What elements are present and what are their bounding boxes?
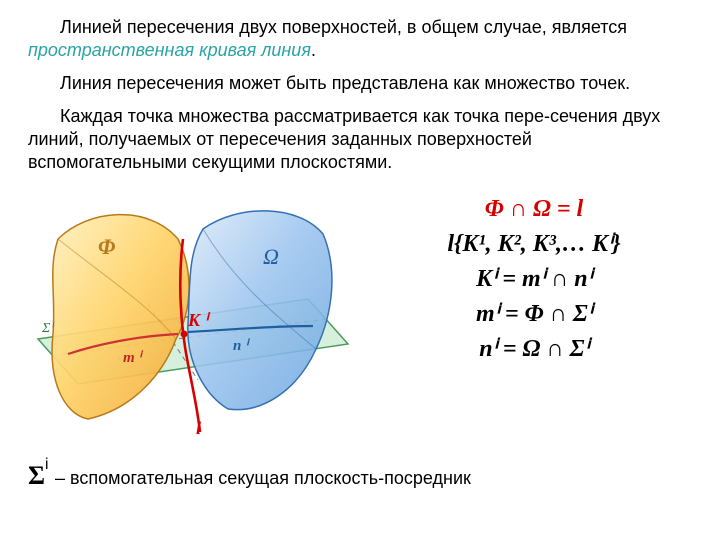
phi-surface	[52, 215, 189, 419]
k-label: K ⁱ	[187, 310, 211, 330]
paragraph-2: Линия пересечения может быть представлен…	[28, 72, 692, 95]
p1-after: .	[311, 40, 316, 60]
eq-1: Φ ∩ Ω = l	[376, 196, 692, 223]
n-label: n ⁱ	[233, 338, 250, 354]
eq-2: l{K¹, K², K³,… Kⁱ}	[376, 229, 692, 258]
paragraph-3: Каждая точка множества рассматривается к…	[28, 105, 692, 174]
k-point	[181, 331, 188, 338]
omega-label: Ω	[263, 244, 279, 269]
p1-before: Линией пересечения двух поверхностей, в …	[60, 17, 627, 37]
footer-sigma-char: Σ	[28, 461, 45, 490]
phi-label: Φ	[98, 234, 115, 259]
omega-surface	[188, 211, 332, 410]
footer-sigma: Σi	[28, 461, 55, 490]
paragraph-1: Линией пересечения двух поверхностей, в …	[28, 16, 692, 62]
m-label: m ⁱ	[123, 350, 143, 366]
p1-term: пространственная кривая линия	[28, 40, 311, 60]
eq-4: mⁱ = Φ ∩ Σⁱ	[376, 299, 692, 328]
eq-3: Kⁱ = mⁱ ∩ nⁱ	[376, 264, 692, 293]
footer-line: Σi – вспомогательная секущая плоскость-п…	[28, 461, 692, 491]
footer-text: – вспомогательная секущая плоскость-поср…	[55, 468, 471, 488]
diagram: Φ Ω Σⁱ K ⁱ m ⁱ n ⁱ l	[28, 184, 358, 449]
l-label: l	[196, 418, 201, 438]
footer-sigma-sup: i	[45, 456, 48, 473]
eq-5: nⁱ = Ω ∩ Σⁱ	[376, 334, 692, 363]
equations-block: Φ ∩ Ω = l l{K¹, K², K³,… Kⁱ} Kⁱ = mⁱ ∩ n…	[358, 184, 692, 369]
